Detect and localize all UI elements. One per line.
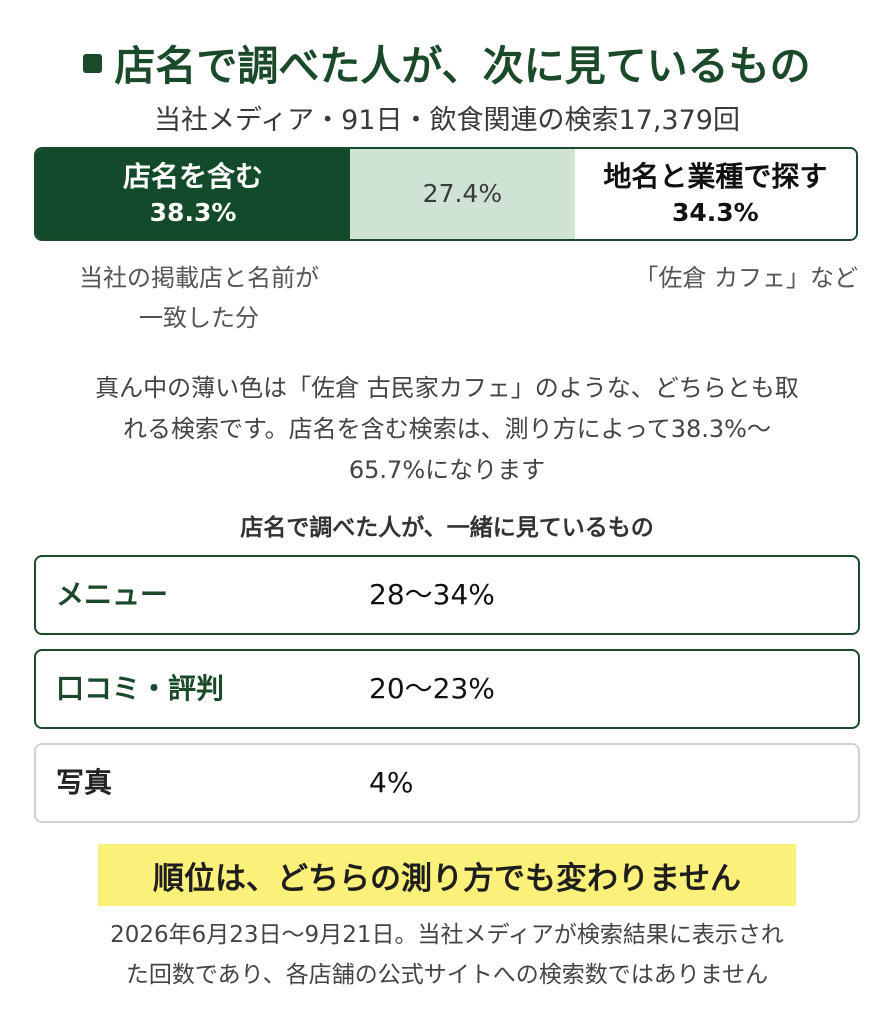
list-item-reviews: 口コミ・評判 20〜23%	[34, 649, 860, 729]
note-line: 当社の掲載店と名前が	[79, 264, 319, 292]
segment-label: 地名と業種で探す	[603, 160, 828, 193]
bar-note-left: 当社の掲載店と名前が 一致した分	[34, 258, 364, 338]
row-value: 20〜23%	[369, 672, 495, 705]
stacked-share-bar: 店名を含む 38.3% 27.4% 地名と業種で探す 34.3%	[34, 147, 858, 241]
explanation-line: れる検索です。店名を含む検索は、測り方によって38.3%〜	[123, 415, 771, 443]
footnote-line: た回数であり、各店舗の公式サイトへの検索数ではありません	[125, 962, 769, 988]
segment-value-label: 38.3%	[149, 198, 237, 227]
segment-label: 店名を含む	[123, 160, 264, 193]
footnote-line: 2026年6月23日〜9月21日。当社メディアが検索結果に表示され	[110, 922, 784, 948]
row-label: 写真	[56, 766, 113, 799]
row-label: 口コミ・評判	[56, 672, 225, 705]
bar-note-right: 「佐倉 カフェ」など	[634, 264, 858, 292]
footnote: 2026年6月23日〜9月21日。当社メディアが検索結果に表示され た回数であり…	[20, 915, 874, 995]
explanation-text: 真ん中の薄い色は「佐倉 古民家カフェ」のような、どちらとも取 れる検索です。店名…	[30, 368, 864, 491]
note-line: 一致した分	[139, 304, 259, 332]
square-bullet-icon	[83, 53, 103, 73]
page-title-text: 店名で調べた人が、次に見ているもの	[114, 42, 811, 90]
section-title: 店名で調べた人が、一緒に見ているもの	[240, 515, 654, 541]
page-title: 店名で調べた人が、次に見ているもの	[0, 32, 894, 92]
bar-segment-ambiguous: 27.4%	[350, 149, 575, 239]
list-item-photos: 写真 4%	[34, 743, 860, 823]
bar-segment-area-category: 地名と業種で探す 34.3%	[574, 149, 856, 239]
explanation-line: 真ん中の薄い色は「佐倉 古民家カフェ」のような、どちらとも取	[95, 374, 799, 402]
row-label: メニュー	[56, 578, 169, 611]
page-subtitle: 当社メディア・91日・飲食関連の検索17,379回	[154, 105, 740, 136]
list-item-menu: メニュー 28〜34%	[34, 555, 860, 635]
row-value: 4%	[369, 766, 414, 799]
segment-value-label: 34.3%	[671, 198, 759, 227]
highlight-banner: 順位は、どちらの測り方でも変わりません	[98, 844, 796, 906]
segment-value-label: 27.4%	[422, 179, 503, 208]
row-value: 28〜34%	[369, 578, 495, 611]
explanation-line: 65.7%になります	[348, 456, 546, 484]
bar-segment-store-name: 店名を含む 38.3%	[36, 149, 351, 239]
